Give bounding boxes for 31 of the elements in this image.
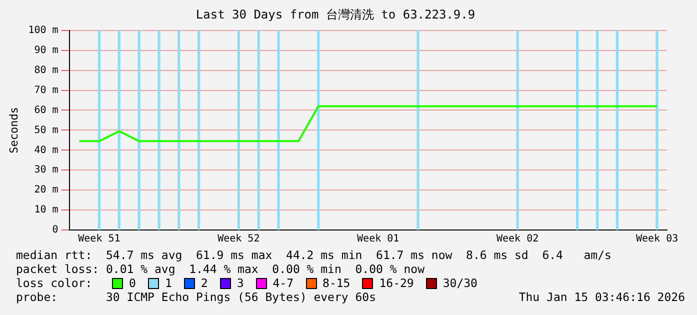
y-tick-label: 60 m [34,104,58,116]
legend-title: loss color: [16,276,94,290]
legend-label: 8-15 [322,276,350,290]
y-tick-label: 80 m [34,64,58,76]
y-axis-title: Seconds [7,107,20,154]
legend-label: 2 [200,276,208,290]
x-tick-label: Week 52 [218,234,260,245]
y-tick-label: 50 m [34,124,58,136]
legend-label: 3 [236,276,244,290]
y-tick-label: 20 m [34,184,58,196]
text: packet loss: 0.01 % avg 1.44 % max 0.00 % min 0.00 % now [16,262,426,276]
y-tick-label: 90 m [34,44,58,56]
legend-label: 30/30 [442,276,478,290]
y-tick-label: 0 [52,224,58,236]
y-tick-label: 30 m [34,164,58,176]
text: probe: 30 ICMP Echo Pings (56 Bytes) every 60s [16,290,376,304]
text: Thu Jan 15 03:46:16 2026 [518,290,685,304]
x-tick-label: Week 51 [78,234,120,245]
text: median rtt: 54.7 ms avg 61.9 ms max 44.2 ms min 61.7 ms now 8.6 ms sd 6.4 am/s [16,248,612,262]
x-tick-label: Week 02 [496,234,539,245]
y-tick-label: 100 m [28,24,58,36]
y-tick-label: 70 m [34,84,58,96]
x-tick-label: Week 01 [357,234,400,245]
y-tick-label: 10 m [34,204,58,216]
legend-label: 0 [129,276,136,290]
legend-label: 4-7 [272,276,294,290]
y-tick-label: 40 m [34,144,58,156]
chart-title: Last 30 Days from 台灣清洗 to 63.223.9.9 [196,7,476,22]
legend-label: 16-29 [379,276,414,290]
x-tick-label: Week 03 [636,234,678,245]
legend-label: 1 [164,276,172,290]
